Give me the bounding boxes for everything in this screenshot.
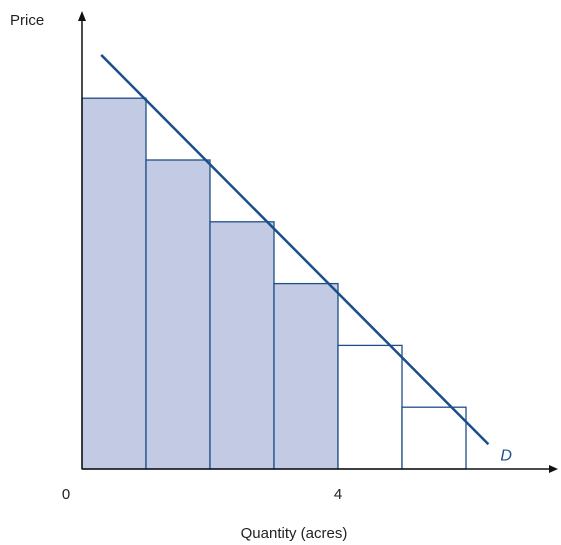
bar-2 (145, 159, 211, 470)
bar-4 (273, 282, 339, 470)
x-axis-label: Quantity (acres) (241, 525, 348, 542)
bar-1 (81, 97, 147, 470)
bar-6 (401, 406, 467, 470)
demand-line (100, 54, 490, 446)
y-axis-arrow-icon (78, 11, 86, 21)
bar-5 (337, 344, 403, 470)
x-axis-arrow-icon (549, 465, 558, 473)
demand-line-label: D (500, 447, 512, 464)
bars-group (81, 97, 467, 470)
origin-label: 0 (62, 486, 70, 503)
x-tick-labels: 4 (334, 486, 342, 503)
bar-3 (209, 221, 275, 470)
x-tick-label-4: 4 (334, 486, 342, 503)
axes-group (78, 11, 558, 473)
y-axis-label: Price (10, 12, 44, 29)
